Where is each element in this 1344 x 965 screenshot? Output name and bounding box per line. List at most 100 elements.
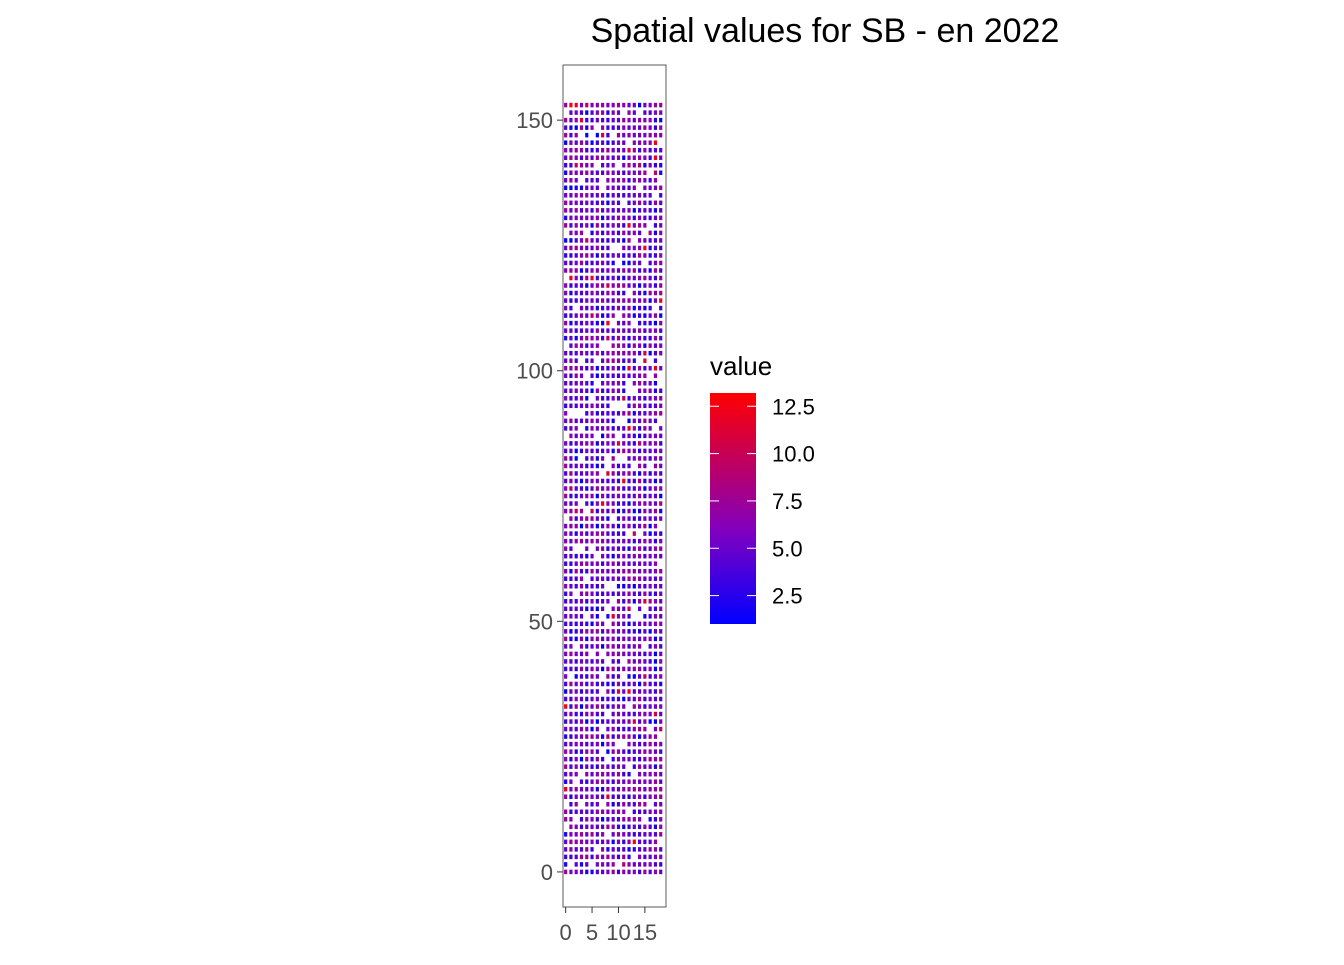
heatmap-cell: [606, 110, 610, 115]
heatmap-cell: [659, 771, 663, 777]
heatmap-cell: [627, 802, 631, 807]
heatmap-cell: [643, 696, 647, 702]
heatmap-cell: [616, 381, 621, 386]
heatmap-cell: [574, 674, 578, 679]
heatmap-cell: [643, 147, 647, 153]
heatmap-cell: [653, 335, 658, 341]
heatmap-cell: [606, 215, 610, 221]
heatmap-cell: [632, 253, 636, 258]
heatmap-cell: [595, 561, 599, 566]
heatmap-cell: [632, 178, 636, 183]
heatmap-cell: [564, 117, 568, 123]
heatmap-cell: [622, 749, 626, 754]
heatmap-cell: [574, 561, 578, 566]
heatmap-cell: [616, 396, 621, 401]
heatmap-cell: [595, 102, 599, 108]
heatmap-cell: [611, 223, 615, 228]
heatmap-cell: [622, 373, 626, 378]
heatmap-cell: [648, 779, 652, 784]
heatmap-cell: [648, 666, 652, 672]
heatmap-cell: [574, 523, 578, 529]
heatmap-cell: [627, 711, 631, 717]
heatmap-cell: [653, 726, 658, 732]
heatmap-cell: [611, 696, 615, 702]
heatmap-cell: [659, 508, 663, 514]
heatmap-cell: [653, 794, 658, 799]
heatmap-cell: [653, 155, 658, 160]
heatmap-cell: [659, 817, 663, 822]
heatmap-cell: [638, 328, 642, 333]
heatmap-cell: [638, 162, 642, 168]
heatmap-cell: [585, 704, 589, 709]
heatmap-cell: [585, 238, 589, 243]
heatmap-cell: [616, 546, 621, 551]
heatmap-cell: [590, 418, 594, 424]
heatmap-cell: [616, 238, 621, 243]
heatmap-cell: [574, 313, 578, 318]
heatmap-cell: [622, 433, 626, 439]
heatmap-cell: [653, 546, 658, 551]
heatmap-cell: [564, 493, 568, 499]
heatmap-cell: [622, 636, 626, 642]
heatmap-cell: [574, 666, 578, 672]
heatmap-cell: [659, 832, 663, 837]
heatmap-cell: [601, 576, 605, 581]
heatmap-cell: [601, 516, 605, 521]
heatmap-cell: [574, 756, 578, 762]
heatmap-cell: [638, 411, 642, 416]
heatmap-cell: [601, 741, 605, 747]
heatmap-cell: [648, 824, 652, 830]
heatmap-cell: [585, 538, 589, 544]
heatmap-cell: [601, 208, 605, 213]
heatmap-cell: [579, 869, 584, 875]
y-tick-label: 100: [516, 359, 553, 384]
heatmap-cell: [616, 305, 621, 311]
heatmap-cell: [606, 102, 610, 108]
heatmap-cell: [611, 215, 615, 221]
heatmap-cell: [643, 426, 647, 431]
heatmap-cell: [574, 223, 578, 228]
heatmap-cell: [611, 606, 615, 612]
heatmap-cell: [622, 343, 626, 348]
heatmap-cell: [632, 839, 636, 845]
heatmap-cell: [569, 734, 573, 739]
heatmap-cell: [574, 741, 578, 747]
heatmap-cell: [648, 230, 652, 236]
heatmap-cell: [579, 238, 584, 243]
heatmap-cell: [643, 614, 647, 619]
heatmap-cell: [643, 433, 647, 439]
heatmap-cell: [601, 155, 605, 160]
heatmap-cell: [611, 862, 615, 867]
heatmap-cell: [574, 704, 578, 709]
heatmap-cell: [622, 328, 626, 333]
heatmap-cell: [648, 576, 652, 581]
heatmap-cell: [606, 629, 610, 634]
heatmap-cell: [611, 546, 615, 551]
heatmap-cell: [648, 644, 652, 649]
heatmap-cell: [601, 426, 605, 431]
heatmap-cell: [622, 320, 626, 326]
heatmap-cell: [585, 553, 589, 559]
heatmap-cell: [606, 704, 610, 709]
heatmap-cell: [590, 516, 594, 521]
heatmap-cell: [590, 553, 594, 559]
heatmap-cell: [574, 734, 578, 739]
heatmap-cell: [595, 576, 599, 581]
heatmap-cell: [595, 802, 599, 807]
heatmap-cell: [611, 178, 615, 183]
heatmap-cell: [653, 313, 658, 318]
heatmap-cell: [638, 268, 642, 273]
heatmap-cell: [616, 132, 621, 138]
heatmap-cell: [601, 358, 605, 363]
heatmap-cell: [648, 313, 652, 318]
heatmap-cell: [601, 636, 605, 642]
heatmap-cell: [606, 809, 610, 815]
heatmap-cell: [638, 456, 642, 461]
heatmap-cell: [585, 689, 589, 694]
heatmap-cell: [627, 260, 631, 266]
heatmap-cell: [616, 553, 621, 559]
heatmap-cell: [616, 599, 621, 604]
heatmap-cell: [653, 651, 658, 657]
heatmap-cell: [585, 215, 589, 221]
heatmap-cell: [643, 508, 647, 514]
